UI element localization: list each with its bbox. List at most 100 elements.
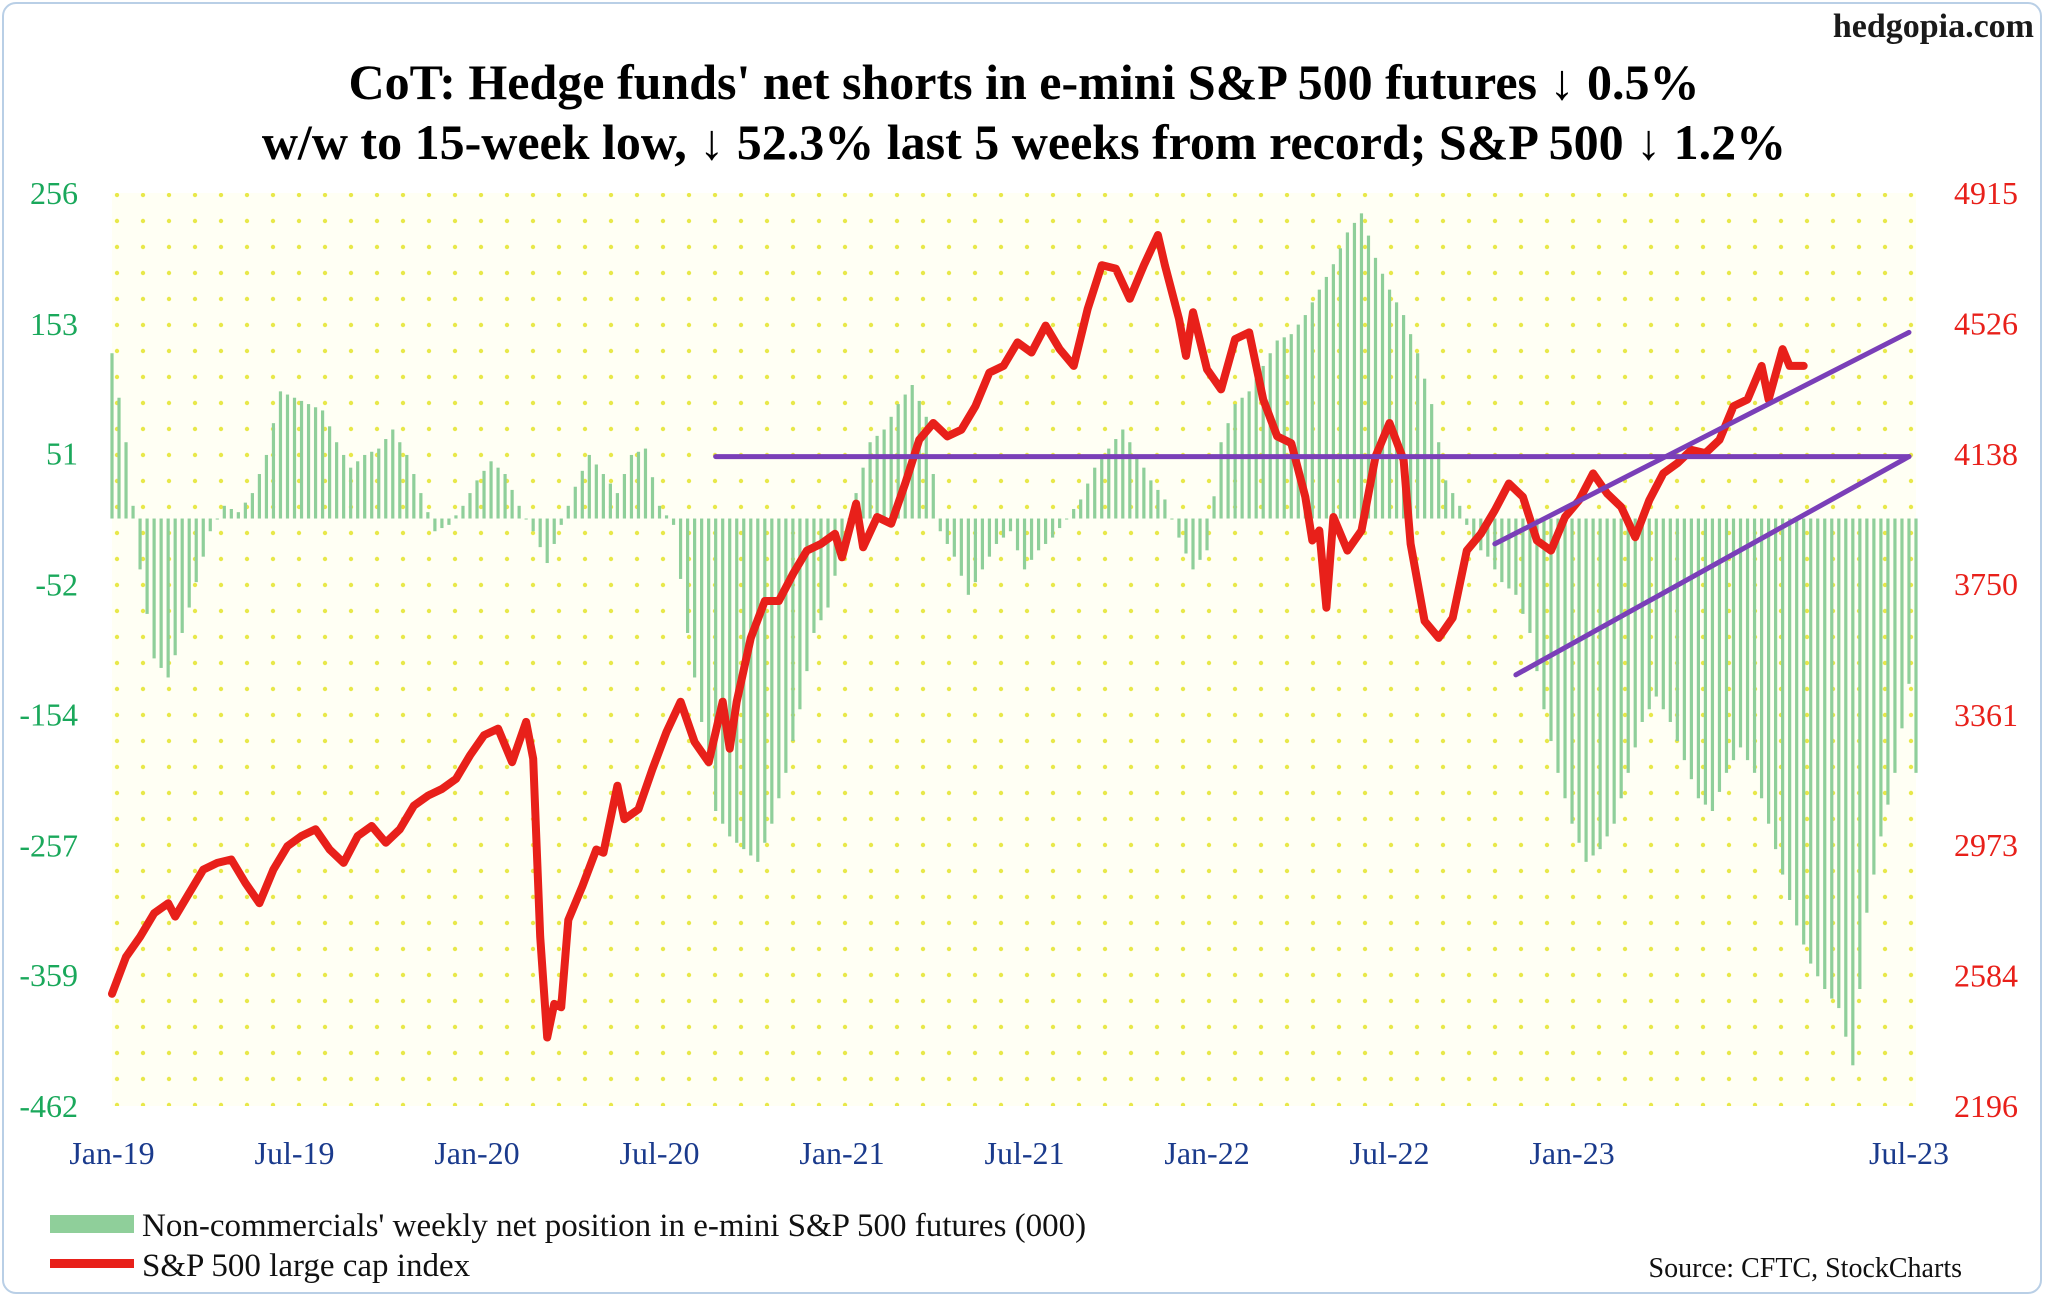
left-tick-label: 256: [30, 175, 78, 211]
bar: [735, 518, 739, 843]
bar: [1619, 518, 1623, 799]
bar: [1907, 518, 1911, 684]
bar: [826, 518, 830, 608]
bar: [1514, 518, 1518, 595]
bar: [1598, 518, 1602, 850]
bar: [1043, 518, 1048, 544]
x-tick-label: Jan-22: [1164, 1135, 1249, 1171]
bar: [1001, 518, 1006, 538]
bar: [959, 518, 963, 576]
bar: [1472, 518, 1476, 544]
bar: [222, 505, 226, 519]
bar: [173, 518, 177, 656]
bar: [531, 518, 535, 532]
left-tick-label: -359: [19, 957, 78, 993]
bar: [110, 353, 114, 519]
bar: [271, 423, 276, 519]
trend-lines: [713, 329, 1912, 678]
watermark: hedgopia.com: [1832, 8, 2034, 45]
bar: [714, 518, 718, 811]
bar: [1633, 518, 1637, 748]
bar: [791, 518, 795, 742]
bar: [1752, 518, 1757, 773]
bar: [1198, 518, 1202, 560]
bar: [615, 493, 620, 519]
bar: [1142, 467, 1146, 519]
x-tick-label: Jul-19: [255, 1135, 335, 1171]
bar: [1184, 518, 1188, 554]
x-tick-label: Jul-20: [620, 1135, 700, 1171]
bar: [1254, 378, 1258, 519]
bar: [1387, 289, 1392, 519]
sp500-line-group: [108, 231, 1808, 1042]
bar: [1163, 499, 1167, 519]
right-tick-label: 2973: [1954, 827, 2018, 863]
bar: [1100, 458, 1104, 519]
bar: [1149, 480, 1153, 519]
x-tick-label: Jan-19: [69, 1135, 154, 1171]
bar: [938, 518, 942, 532]
bar: [1430, 404, 1434, 519]
bar: [1219, 442, 1223, 519]
bar: [1654, 518, 1658, 697]
bar: [187, 518, 191, 608]
legend-swatch-line: [50, 1259, 134, 1268]
bar: [1738, 518, 1743, 748]
net-position-bars: [110, 213, 1918, 1066]
bar: [882, 429, 886, 519]
bar: [657, 505, 662, 519]
bar: [468, 493, 472, 519]
bar: [1563, 518, 1567, 799]
bar: [1437, 442, 1441, 519]
bar: [1416, 353, 1420, 519]
right-tick-label: 4138: [1954, 436, 2018, 472]
bar: [1261, 365, 1265, 519]
bar: [201, 518, 205, 557]
bar: [1114, 439, 1118, 519]
bar: [608, 483, 612, 519]
bar: [1668, 518, 1672, 722]
bar: [812, 518, 816, 633]
bar: [1851, 518, 1855, 1066]
bar: [756, 518, 760, 862]
bar: [1830, 518, 1834, 999]
bar: [1577, 518, 1581, 843]
bar: [763, 518, 767, 843]
bar: [1879, 518, 1883, 837]
bar: [243, 502, 247, 519]
x-axis-ticks: Jan-19 Jul-19 Jan-20 Jul-20 Jan-21 Jul-21 Jan-…: [69, 1135, 1949, 1171]
bar: [1373, 257, 1378, 519]
bar: [622, 474, 627, 519]
left-tick-label: 153: [30, 306, 78, 342]
bar: [292, 397, 297, 519]
left-axis-ticks: 256 153 51 -52 -154 -257 -359 -462: [19, 175, 78, 1124]
bar: [335, 442, 339, 519]
bar: [1029, 518, 1034, 560]
bar: [1226, 423, 1230, 519]
bar: [447, 518, 451, 525]
bar: [1352, 222, 1357, 519]
bar: [917, 400, 921, 519]
bar: [229, 508, 233, 519]
bar: [1816, 518, 1820, 977]
bar: [1331, 264, 1335, 519]
bar: [552, 518, 556, 544]
bar: [1212, 496, 1216, 519]
bar: [1022, 518, 1027, 570]
legend-swatch-bars: [50, 1215, 134, 1233]
bar: [861, 467, 865, 519]
bar: [194, 518, 198, 583]
bar: [306, 404, 311, 519]
bar: [1605, 518, 1609, 837]
bar: [693, 518, 697, 678]
bar: [370, 451, 374, 519]
bar: [405, 454, 409, 519]
bar: [1900, 518, 1904, 729]
bar: [784, 518, 788, 773]
bar: [117, 397, 121, 519]
x-tick-label: Jan-23: [1529, 1135, 1614, 1171]
bar: [1837, 518, 1841, 1009]
bar: [580, 470, 584, 519]
